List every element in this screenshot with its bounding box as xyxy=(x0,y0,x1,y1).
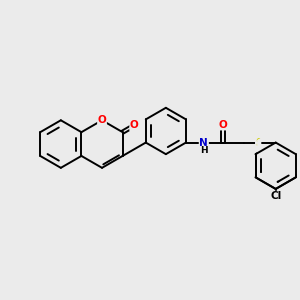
Text: O: O xyxy=(130,121,139,130)
Text: O: O xyxy=(98,115,106,125)
Text: O: O xyxy=(219,120,227,130)
Text: Cl: Cl xyxy=(270,191,281,201)
Text: N: N xyxy=(200,138,208,148)
Text: H: H xyxy=(200,146,208,155)
Text: S: S xyxy=(256,138,263,148)
Text: H: H xyxy=(200,146,208,155)
Text: N: N xyxy=(200,138,208,148)
Text: O: O xyxy=(219,120,227,130)
Polygon shape xyxy=(259,128,300,181)
Text: Cl: Cl xyxy=(270,191,281,201)
Text: S: S xyxy=(256,138,263,148)
Polygon shape xyxy=(259,128,300,181)
